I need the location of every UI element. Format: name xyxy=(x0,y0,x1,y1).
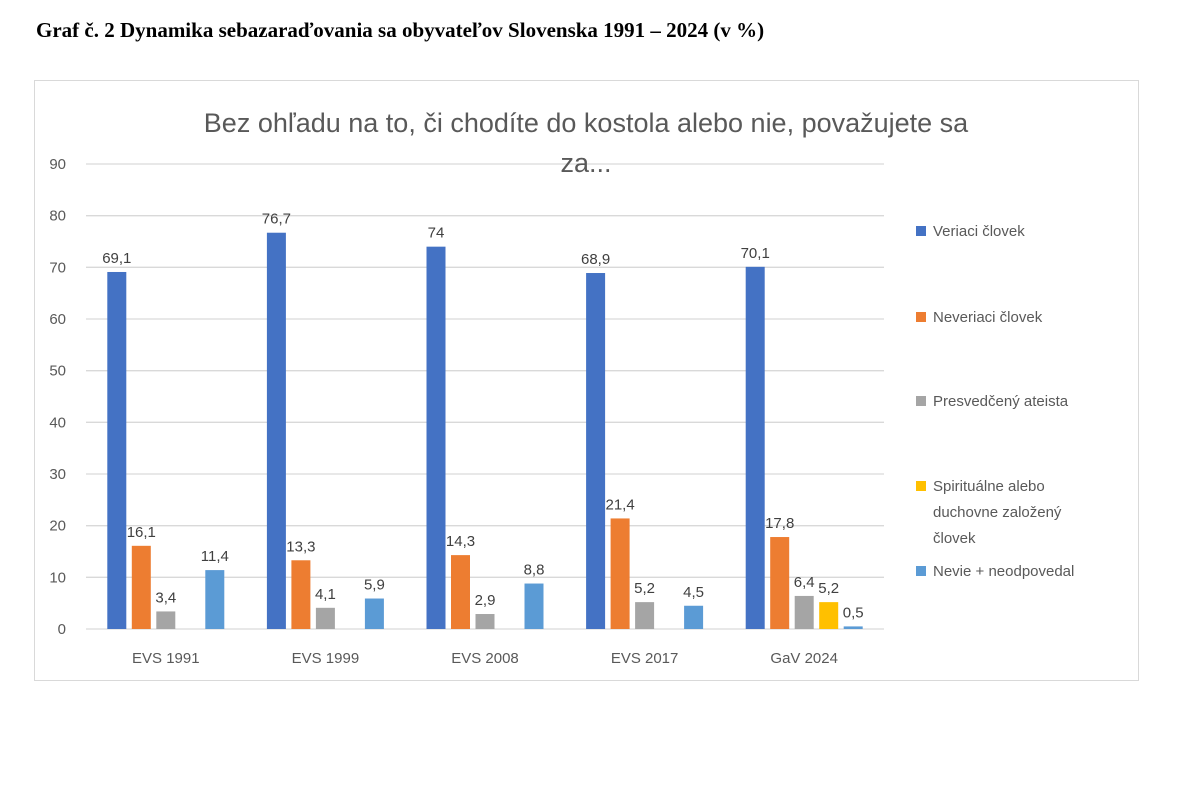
bar xyxy=(843,626,863,629)
bar xyxy=(819,602,839,629)
bar xyxy=(291,560,311,629)
data-label: 16,1 xyxy=(127,524,156,541)
bar xyxy=(131,545,151,629)
legend-label: Veriaci človek xyxy=(933,223,1025,240)
x-category-label: EVS 2017 xyxy=(611,650,679,667)
y-tick-label: 10 xyxy=(49,569,66,586)
bar xyxy=(475,614,495,629)
legend: Veriaci človek Neveriaci človek Presvedčen… xyxy=(916,223,1074,580)
figure-caption: Graf č. 2 Dynamika sebazaraďovania sa ob… xyxy=(36,18,765,42)
chart-title-line: Bez ohľadu na to, či chodíte do kostola … xyxy=(204,108,969,138)
bar xyxy=(770,537,790,629)
axes: 0 10 20 30 40 50 60 70 80 90 EVS 1991 EVS 1999 EVS 2… xyxy=(49,156,838,667)
bar xyxy=(315,607,335,629)
y-tick-label: 0 xyxy=(58,621,66,638)
data-label: 13,3 xyxy=(286,538,315,555)
data-label: 4,1 xyxy=(315,586,336,603)
y-tick-label: 50 xyxy=(49,363,66,380)
data-label: 0,5 xyxy=(843,604,864,621)
legend-item: Spirituálne alebo duchovne založený človek xyxy=(916,478,1062,547)
bar xyxy=(524,583,544,629)
data-label: 2,9 xyxy=(475,592,496,609)
bar xyxy=(745,266,765,629)
bar xyxy=(684,605,704,629)
data-label: 3,4 xyxy=(155,589,176,606)
y-tick-label: 70 xyxy=(49,259,66,276)
bar xyxy=(205,570,225,629)
legend-label: človek xyxy=(933,530,976,547)
legend-item: Neveriaci človek xyxy=(916,309,1043,326)
legend-label: Spirituálne alebo xyxy=(933,478,1045,495)
data-labels: 69,1 16,1 3,4 11,4 76,7 13,3 4,1 5,9 74 14,3 2,9 8,… xyxy=(102,211,863,622)
data-label: 17,8 xyxy=(765,515,794,532)
bar xyxy=(586,273,606,629)
chart-title-line: za... xyxy=(560,148,611,178)
y-tick-label: 60 xyxy=(49,311,66,328)
legend-swatch xyxy=(916,396,926,406)
y-tick-label: 80 xyxy=(49,208,66,225)
data-label: 74 xyxy=(428,225,445,242)
legend-label: Nevie + neodpovedal xyxy=(933,563,1074,580)
y-tick-label: 40 xyxy=(49,414,66,431)
data-label: 76,7 xyxy=(262,211,291,228)
data-label: 5,9 xyxy=(364,577,385,594)
bar xyxy=(451,555,470,629)
legend-swatch xyxy=(916,481,926,491)
data-label: 5,2 xyxy=(634,580,655,597)
legend-label: Presvedčený ateista xyxy=(933,393,1069,410)
x-category-label: EVS 1999 xyxy=(292,650,360,667)
x-category-label: GaV 2024 xyxy=(770,650,838,667)
legend-swatch xyxy=(916,566,926,576)
x-category-label: EVS 2008 xyxy=(451,650,519,667)
legend-swatch xyxy=(916,312,926,322)
chart-title: Bez ohľadu na to, či chodíte do kostola … xyxy=(204,108,969,178)
bar xyxy=(107,271,127,629)
legend-label: duchovne založený xyxy=(933,504,1062,521)
data-label: 70,1 xyxy=(741,245,770,262)
data-label: 69,1 xyxy=(102,250,131,267)
legend-item: Veriaci človek xyxy=(916,223,1025,240)
data-label: 11,4 xyxy=(201,548,229,565)
legend-label: Neveriaci človek xyxy=(933,309,1043,326)
y-tick-label: 20 xyxy=(49,518,66,535)
data-label: 8,8 xyxy=(524,562,545,579)
bar xyxy=(794,595,814,629)
x-category-label: EVS 1991 xyxy=(132,650,200,667)
bar xyxy=(364,598,384,629)
y-tick-label: 30 xyxy=(49,466,66,483)
data-label: 14,3 xyxy=(446,533,475,550)
legend-item: Nevie + neodpovedal xyxy=(916,563,1074,580)
data-label: 6,4 xyxy=(794,574,815,591)
bar xyxy=(426,246,446,629)
bar xyxy=(610,518,630,629)
data-label: 21,4 xyxy=(605,496,634,513)
data-label: 5,2 xyxy=(818,580,839,597)
data-label: 4,5 xyxy=(683,584,704,601)
bar xyxy=(266,232,286,629)
bar xyxy=(635,602,655,629)
legend-swatch xyxy=(916,226,926,236)
bar xyxy=(156,611,176,629)
data-label: 68,9 xyxy=(581,251,610,268)
legend-item: Presvedčený ateista xyxy=(916,393,1069,410)
bars xyxy=(107,232,863,629)
y-tick-label: 90 xyxy=(49,156,66,173)
